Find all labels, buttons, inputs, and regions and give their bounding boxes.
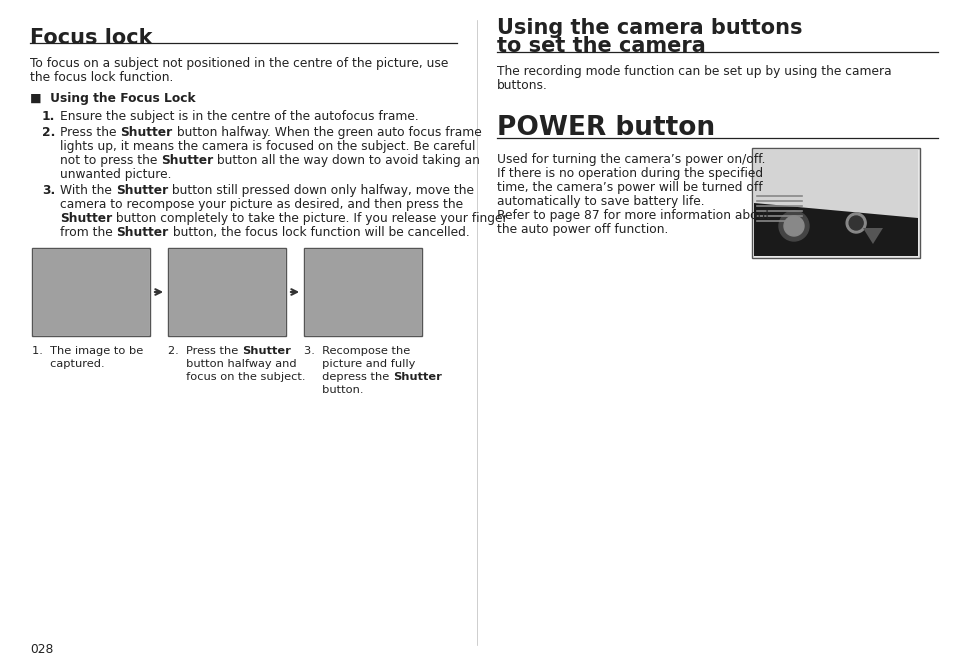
Text: focus on the subject.: focus on the subject. — [168, 372, 305, 382]
Text: The recording mode function can be set up by using the camera: The recording mode function can be set u… — [497, 65, 891, 78]
Text: button completely to take the picture. If you release your finger: button completely to take the picture. I… — [112, 212, 507, 225]
Text: To focus on a subject not positioned in the centre of the picture, use: To focus on a subject not positioned in … — [30, 57, 448, 70]
Text: from the: from the — [60, 226, 116, 239]
Text: time, the camera’s power will be turned off: time, the camera’s power will be turned … — [497, 181, 761, 194]
Text: button still pressed down only halfway, move the: button still pressed down only halfway, … — [168, 184, 474, 197]
Text: depress the: depress the — [304, 372, 393, 382]
Text: 1.  The image to be: 1. The image to be — [32, 346, 143, 356]
Text: 3.: 3. — [42, 184, 55, 197]
Text: unwanted picture.: unwanted picture. — [60, 168, 172, 181]
Text: 3.  Recompose the: 3. Recompose the — [304, 346, 410, 356]
Text: camera to recompose your picture as desired, and then press the: camera to recompose your picture as desi… — [60, 198, 462, 211]
Bar — [32, 248, 150, 336]
Text: Refer to page 87 for more information about: Refer to page 87 for more information ab… — [497, 209, 769, 222]
Text: the focus lock function.: the focus lock function. — [30, 71, 173, 84]
Text: Ensure the subject is in the centre of the autofocus frame.: Ensure the subject is in the centre of t… — [60, 110, 418, 123]
Text: button all the way down to avoid taking an: button all the way down to avoid taking … — [213, 154, 480, 167]
Text: button halfway and: button halfway and — [168, 359, 296, 369]
Text: Shutter: Shutter — [161, 154, 213, 167]
Text: button.: button. — [304, 385, 363, 395]
Text: button halfway. When the green auto focus frame: button halfway. When the green auto focu… — [172, 126, 481, 139]
Text: captured.: captured. — [32, 359, 105, 369]
Text: picture and fully: picture and fully — [304, 359, 415, 369]
Text: not to press the: not to press the — [60, 154, 161, 167]
Bar — [305, 249, 420, 335]
Text: ■  Using the Focus Lock: ■ Using the Focus Lock — [30, 92, 195, 105]
Bar — [168, 248, 286, 336]
Polygon shape — [753, 203, 917, 256]
Text: 2.: 2. — [42, 126, 55, 139]
Bar — [304, 248, 421, 336]
Text: to set the camera: to set the camera — [497, 36, 705, 56]
Text: buttons.: buttons. — [497, 79, 547, 92]
Text: POWER button: POWER button — [497, 115, 715, 141]
Text: Shutter: Shutter — [393, 372, 441, 382]
Text: the auto power off function.: the auto power off function. — [497, 223, 668, 236]
Polygon shape — [862, 228, 882, 244]
Bar — [751, 148, 919, 258]
Bar — [753, 150, 917, 256]
Text: Shutter: Shutter — [242, 346, 291, 356]
Circle shape — [779, 211, 808, 241]
Text: Shutter: Shutter — [120, 126, 172, 139]
Text: Shutter: Shutter — [115, 184, 168, 197]
Bar — [33, 249, 149, 335]
Text: 1.: 1. — [42, 110, 55, 123]
Text: Focus lock: Focus lock — [30, 28, 152, 48]
Text: With the: With the — [60, 184, 115, 197]
Text: If there is no operation during the specified: If there is no operation during the spec… — [497, 167, 762, 180]
Text: Press the: Press the — [60, 126, 120, 139]
Text: lights up, it means the camera is focused on the subject. Be careful: lights up, it means the camera is focuse… — [60, 140, 475, 153]
Circle shape — [783, 216, 803, 236]
Text: Using the camera buttons: Using the camera buttons — [497, 18, 801, 38]
Text: 2.  Press the: 2. Press the — [168, 346, 242, 356]
Text: Shutter: Shutter — [60, 212, 112, 225]
Circle shape — [848, 216, 862, 230]
Circle shape — [845, 213, 865, 233]
Text: Shutter: Shutter — [116, 226, 169, 239]
Text: button, the focus lock function will be cancelled.: button, the focus lock function will be … — [169, 226, 469, 239]
Bar — [169, 249, 285, 335]
Text: 028: 028 — [30, 643, 53, 656]
Text: automatically to save battery life.: automatically to save battery life. — [497, 195, 704, 208]
Text: Used for turning the camera’s power on/off.: Used for turning the camera’s power on/o… — [497, 153, 764, 166]
